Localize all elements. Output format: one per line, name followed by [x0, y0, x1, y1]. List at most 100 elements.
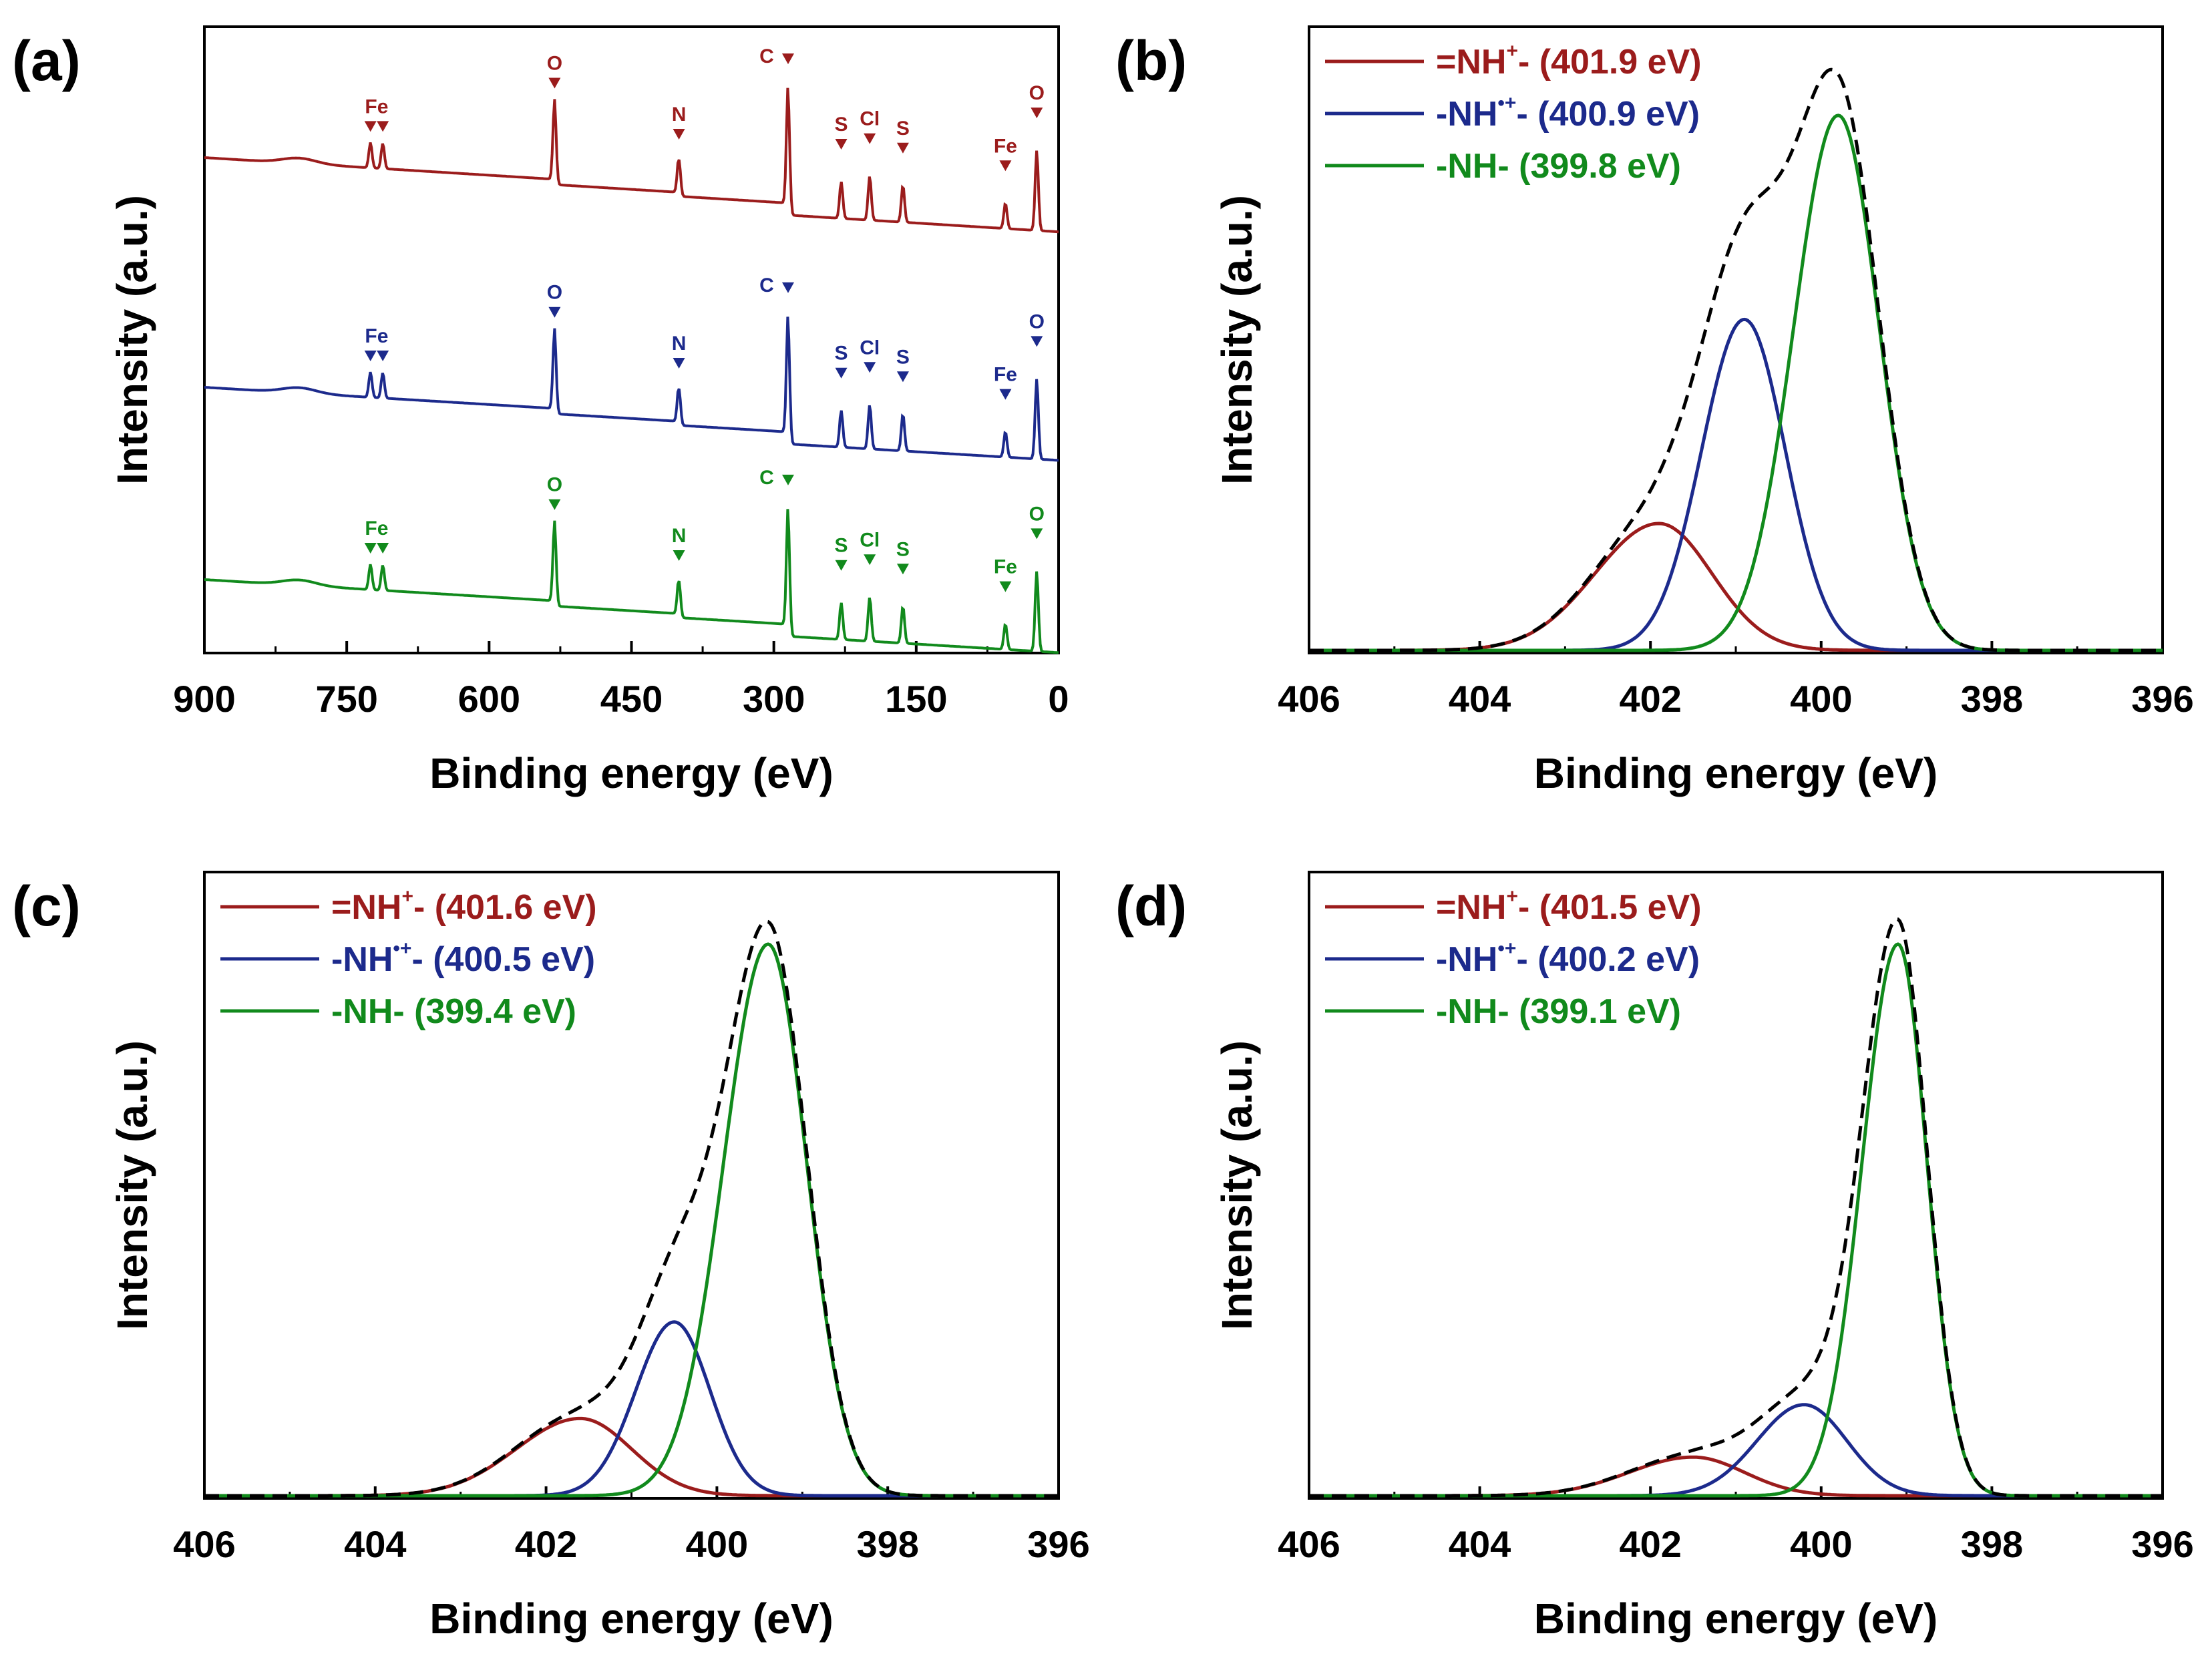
peak-label: C	[759, 467, 774, 489]
panel-c: (c) 406 404 402 400 398 396 Binding energy (eV)…	[12, 871, 1090, 1643]
peak-label: Cl	[860, 529, 880, 551]
peak-label: Fe	[365, 95, 388, 118]
x-tick-label: 398	[856, 1523, 918, 1565]
series-green-curve	[1309, 114, 2163, 652]
peak-marker	[864, 133, 876, 144]
panel-b: (b) 406 404 402 400 398 396 Binding energy (eV)…	[1115, 25, 2194, 797]
x-axis-label: Binding energy (eV)	[429, 749, 834, 797]
peak-marker	[1031, 336, 1043, 347]
peak-label: Fe	[994, 135, 1017, 157]
x-tick-label: 400	[1790, 1523, 1852, 1565]
peak-label: Cl	[860, 108, 880, 130]
peak-marker	[673, 550, 685, 561]
peak-marker	[999, 389, 1012, 400]
peak-marker	[864, 362, 876, 373]
x-tick-label: 400	[686, 1523, 748, 1565]
series-blue-curve	[1309, 317, 2163, 652]
x-tick-label: 406	[1278, 1523, 1340, 1565]
series-blue-curve	[1309, 1403, 2163, 1498]
peak-label: N	[672, 525, 687, 547]
plot-frame	[203, 25, 1060, 654]
series-red-curve	[1309, 521, 2163, 652]
panel-label: (d)	[1115, 875, 1187, 937]
panel-a: (a) 900 750 600 450 300 150 0 Binding energy (eV…	[12, 25, 1069, 797]
x-tick-label: 396	[2131, 1523, 2193, 1565]
envelope-curve	[1309, 917, 2163, 1498]
peak-marker	[835, 139, 848, 150]
peak-label: Fe	[365, 325, 388, 347]
x-tick-label: 404	[1449, 1523, 1511, 1565]
legend-entry-blue: -NH•+- (400.5 eV)	[331, 937, 595, 979]
peak-label: O	[1029, 82, 1045, 104]
panel-label: (c)	[12, 875, 81, 937]
x-tick-label: 0	[1048, 678, 1069, 720]
panel-d: (d) 406 404 402 400 398 396 Binding energy (eV)…	[1115, 871, 2194, 1643]
peak-label: O	[547, 282, 562, 304]
legend-entry-green: -NH- (399.1 eV)	[1436, 992, 1681, 1031]
x-tick-label: 396	[2131, 678, 2193, 720]
peak-label: O	[1029, 503, 1045, 525]
peak-marker	[781, 53, 794, 65]
peak-marker	[1031, 528, 1043, 540]
panel-label: (b)	[1115, 29, 1187, 92]
peak-label: C	[759, 45, 774, 67]
peak-marker	[364, 543, 377, 554]
peak-label: O	[547, 52, 562, 74]
peak-marker	[377, 121, 389, 132]
peak-marker	[548, 499, 561, 510]
y-axis-label: Intensity (a.u.)	[108, 195, 156, 485]
envelope-curve	[1309, 67, 2163, 652]
x-tick-label: 600	[458, 678, 520, 720]
peak-label: O	[547, 474, 562, 496]
peak-label: Fe	[365, 517, 388, 540]
peak-marker	[781, 474, 794, 485]
envelope-curve	[204, 919, 1059, 1498]
peak-marker	[781, 282, 794, 293]
x-tick-label: 300	[743, 678, 805, 720]
peak-label: S	[835, 343, 848, 365]
legend-entry-red: =NH+- (401.6 eV)	[331, 885, 597, 927]
peak-marker	[835, 560, 848, 571]
peak-label: O	[1029, 310, 1045, 333]
peak-marker	[548, 306, 561, 318]
survey-spectrum-red	[204, 87, 1059, 234]
peak-label: Fe	[994, 556, 1017, 578]
peak-label: Cl	[860, 337, 880, 359]
legend-entry-green: -NH- (399.8 eV)	[1436, 147, 1681, 186]
x-tick-label: 402	[1619, 678, 1681, 720]
peak-marker	[364, 351, 377, 362]
legend-entry-green: -NH- (399.4 eV)	[331, 992, 576, 1031]
peak-marker	[1031, 108, 1043, 119]
y-axis-label: Intensity (a.u.)	[1213, 195, 1261, 485]
legend-entry-blue: -NH•+- (400.9 eV)	[1436, 92, 1700, 134]
peak-label: S	[896, 118, 910, 140]
peak-marker	[999, 160, 1012, 172]
legend-entry-blue: -NH•+- (400.2 eV)	[1436, 937, 1700, 979]
x-tick-label: 396	[1027, 1523, 1089, 1565]
x-tick-label: 398	[1961, 678, 2023, 720]
legend: =NH+- (401.5 eV) -NH•+- (400.2 eV) -NH- (3…	[1325, 885, 1702, 1031]
peak-label: S	[896, 538, 910, 560]
peak-label: S	[835, 114, 848, 136]
x-tick-label: 150	[885, 678, 947, 720]
peak-marker	[999, 581, 1012, 592]
x-tick-label: 398	[1961, 1523, 2023, 1565]
panel-label: (a)	[12, 29, 81, 92]
peak-marker	[377, 543, 389, 554]
x-tick-label: 406	[173, 1523, 235, 1565]
x-axis-label: Binding energy (eV)	[1534, 1595, 1938, 1643]
legend-entry-red: =NH+- (401.5 eV)	[1436, 885, 1702, 927]
peak-label: S	[835, 535, 848, 557]
x-tick-label: 900	[173, 678, 235, 720]
peak-label: N	[672, 103, 687, 126]
peak-marker	[896, 142, 909, 154]
x-axis-label: Binding energy (eV)	[1534, 749, 1938, 797]
peak-label: N	[672, 333, 687, 355]
y-axis-label: Intensity (a.u.)	[108, 1040, 156, 1330]
peak-label: Fe	[994, 364, 1017, 386]
y-axis-label: Intensity (a.u.)	[1213, 1040, 1261, 1330]
peak-marker	[673, 129, 685, 140]
survey-spectrum-blue	[204, 317, 1059, 462]
x-axis-label: Binding energy (eV)	[429, 1595, 834, 1643]
